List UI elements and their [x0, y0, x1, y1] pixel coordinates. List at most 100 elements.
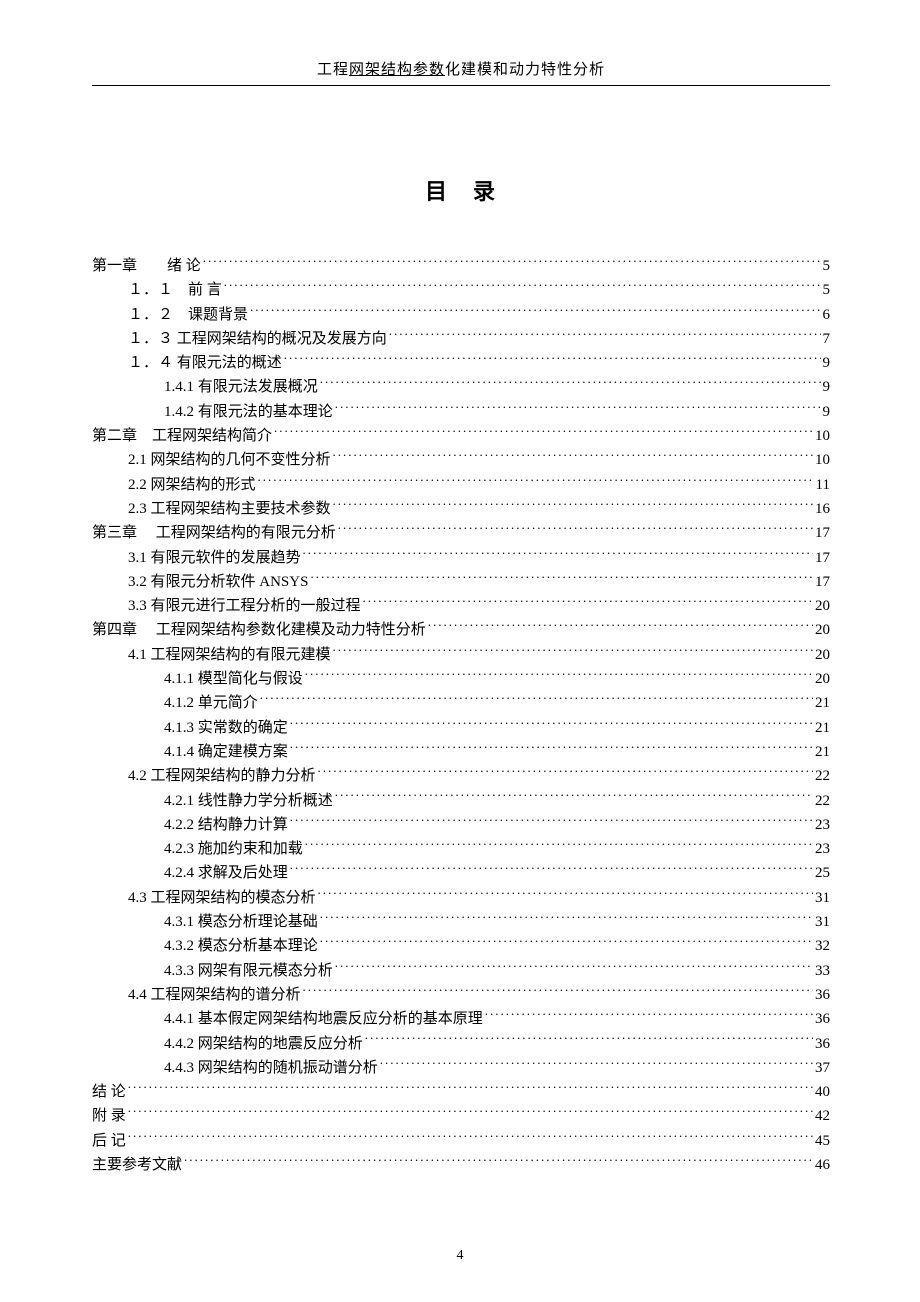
toc-entry[interactable]: 第二章 工程网架结构简介 10 — [92, 424, 830, 448]
toc-leader — [260, 692, 813, 707]
toc-entry[interactable]: 4.4.3 网架结构的随机振动谱分析 37 — [92, 1056, 830, 1080]
toc-leader — [284, 352, 821, 367]
toc-leader — [128, 1105, 813, 1120]
toc-entry[interactable]: １．４ 有限元法的概述 9 — [92, 351, 830, 375]
running-header: 工程网架结构参数化建模和动力特性分析 — [92, 58, 830, 79]
toc-entry[interactable]: 4.4.1 基本假定网架结构地震反应分析的基本原理 36 — [92, 1007, 830, 1031]
toc-entry[interactable]: １．２ 课题背景 6 — [92, 303, 830, 327]
toc-leader — [250, 304, 820, 319]
toc-entry[interactable]: 第一章 绪 论 5 — [92, 254, 830, 278]
toc-entry-page: 20 — [815, 594, 830, 618]
toc-entry-label: 4.4.3 网架结构的随机振动谱分析 — [164, 1056, 378, 1080]
toc-entry[interactable]: 主要参考文献 46 — [92, 1153, 830, 1177]
toc-entry[interactable]: 3.3 有限元进行工程分析的一般过程 20 — [92, 594, 830, 618]
toc-entry-label: 2.1 网架结构的几何不变性分析 — [128, 448, 331, 472]
table-of-contents: 第一章 绪 论 5１．１ 前 言 5１．２ 课题背景 6１．３ 工程网架结构的概… — [92, 254, 830, 1177]
toc-entry[interactable]: 4.1.1 模型简化与假设 20 — [92, 667, 830, 691]
toc-entry-page: 33 — [815, 959, 830, 983]
toc-entry-page: 25 — [815, 861, 830, 885]
toc-entry-page: 36 — [815, 1032, 830, 1056]
toc-entry[interactable]: 4.2.2 结构静力计算 23 — [92, 813, 830, 837]
toc-leader — [335, 960, 813, 975]
toc-entry-label: 主要参考文献 — [92, 1153, 182, 1177]
toc-entry[interactable]: 4.2 工程网架结构的静力分析 22 — [92, 764, 830, 788]
toc-entry-page: 9 — [823, 375, 831, 399]
toc-entry-page: 6 — [823, 303, 831, 327]
toc-entry[interactable]: 第三章 工程网架结构的有限元分析 17 — [92, 521, 830, 545]
toc-entry[interactable]: 4.1.4 确定建模方案 21 — [92, 740, 830, 764]
toc-entry[interactable]: 4.2.4 求解及后处理 25 — [92, 861, 830, 885]
toc-entry[interactable]: 4.1.3 实常数的确定 21 — [92, 716, 830, 740]
toc-entry-label: 第一章 绪 论 — [92, 254, 201, 278]
toc-leader — [365, 1033, 813, 1048]
toc-leader — [290, 814, 813, 829]
toc-entry-page: 42 — [815, 1104, 830, 1128]
toc-entry-label: 结 论 — [92, 1080, 126, 1104]
toc-leader — [303, 547, 813, 562]
toc-entry-label: １．３ 工程网架结构的概况及发展方向 — [128, 327, 387, 351]
toc-entry-page: 17 — [815, 546, 830, 570]
toc-entry-page: 22 — [815, 789, 830, 813]
toc-entry[interactable]: 后 记 45 — [92, 1129, 830, 1153]
toc-entry-page: 20 — [815, 667, 830, 691]
toc-entry-page: 10 — [815, 424, 830, 448]
toc-entry-page: 9 — [823, 351, 831, 375]
toc-entry-label: 4.2.1 线性静力学分析概述 — [164, 789, 333, 813]
toc-entry[interactable]: 1.4.1 有限元法发展概况 9 — [92, 375, 830, 399]
toc-entry[interactable]: 4.1 工程网架结构的有限元建模 20 — [92, 643, 830, 667]
toc-leader — [128, 1130, 813, 1145]
toc-entry[interactable]: 4.2.1 线性静力学分析概述 22 — [92, 789, 830, 813]
toc-entry-label: 4.1 工程网架结构的有限元建模 — [128, 643, 331, 667]
toc-leader — [428, 619, 813, 634]
toc-entry-page: 22 — [815, 764, 830, 788]
toc-leader — [274, 425, 813, 440]
toc-entry-label: 3.2 有限元分析软件 ANSYS — [128, 570, 308, 594]
toc-entry-label: 后 记 — [92, 1129, 126, 1153]
toc-entry[interactable]: 4.3 工程网架结构的模态分析 31 — [92, 886, 830, 910]
toc-entry[interactable]: 3.2 有限元分析软件 ANSYS 17 — [92, 570, 830, 594]
toc-leader — [320, 935, 813, 950]
header-prefix: 工程 — [317, 62, 349, 78]
toc-entry-label: 1.4.2 有限元法的基本理论 — [164, 400, 333, 424]
toc-entry[interactable]: 4.3.3 网架有限元模态分析 33 — [92, 959, 830, 983]
toc-entry-label: 4.4 工程网架结构的谱分析 — [128, 983, 301, 1007]
toc-entry[interactable]: １．３ 工程网架结构的概况及发展方向 7 — [92, 327, 830, 351]
toc-entry-page: 23 — [815, 837, 830, 861]
toc-entry[interactable]: 4.3.1 模态分析理论基础 31 — [92, 910, 830, 934]
toc-entry-page: 37 — [815, 1056, 830, 1080]
toc-entry-label: 2.2 网架结构的形式 — [128, 473, 256, 497]
toc-entry-label: 2.3 工程网架结构主要技术参数 — [128, 497, 331, 521]
toc-entry-label: 4.1.3 实常数的确定 — [164, 716, 288, 740]
toc-entry-page: 32 — [815, 934, 830, 958]
toc-entry[interactable]: 4.3.2 模态分析基本理论 32 — [92, 934, 830, 958]
toc-entry[interactable]: 结 论 40 — [92, 1080, 830, 1104]
header-underlined: 网架结构参数 — [349, 62, 445, 78]
page-number: 4 — [0, 1248, 920, 1264]
toc-entry-page: 21 — [815, 716, 830, 740]
toc-entry-page: 5 — [823, 254, 831, 278]
toc-entry-label: 4.3.2 模态分析基本理论 — [164, 934, 318, 958]
toc-leader — [224, 279, 821, 294]
header-suffix: 化建模和动力特性分析 — [445, 62, 605, 78]
toc-entry[interactable]: 4.4 工程网架结构的谱分析 36 — [92, 983, 830, 1007]
toc-entry[interactable]: １．１ 前 言 5 — [92, 278, 830, 302]
toc-entry[interactable]: 3.1 有限元软件的发展趋势 17 — [92, 546, 830, 570]
toc-entry-page: 31 — [815, 886, 830, 910]
toc-leader — [310, 571, 813, 586]
toc-entry[interactable]: 2.1 网架结构的几何不变性分析 10 — [92, 448, 830, 472]
toc-entry[interactable]: 2.2 网架结构的形式 11 — [92, 473, 830, 497]
toc-leader — [305, 838, 813, 853]
toc-leader — [363, 595, 813, 610]
toc-entry-label: 第四章 工程网架结构参数化建模及动力特性分析 — [92, 618, 426, 642]
toc-entry-label: 4.4.2 网架结构的地震反应分析 — [164, 1032, 363, 1056]
toc-entry-page: 5 — [823, 278, 831, 302]
toc-entry[interactable]: 附 录 42 — [92, 1104, 830, 1128]
toc-entry[interactable]: 1.4.2 有限元法的基本理论 9 — [92, 400, 830, 424]
toc-entry[interactable]: 4.2.3 施加约束和加载 23 — [92, 837, 830, 861]
toc-entry[interactable]: 第四章 工程网架结构参数化建模及动力特性分析 20 — [92, 618, 830, 642]
toc-entry-page: 11 — [816, 473, 830, 497]
toc-entry[interactable]: 2.3 工程网架结构主要技术参数 16 — [92, 497, 830, 521]
toc-entry[interactable]: 4.4.2 网架结构的地震反应分析 36 — [92, 1032, 830, 1056]
toc-entry[interactable]: 4.1.2 单元简介 21 — [92, 691, 830, 715]
toc-leader — [305, 668, 813, 683]
